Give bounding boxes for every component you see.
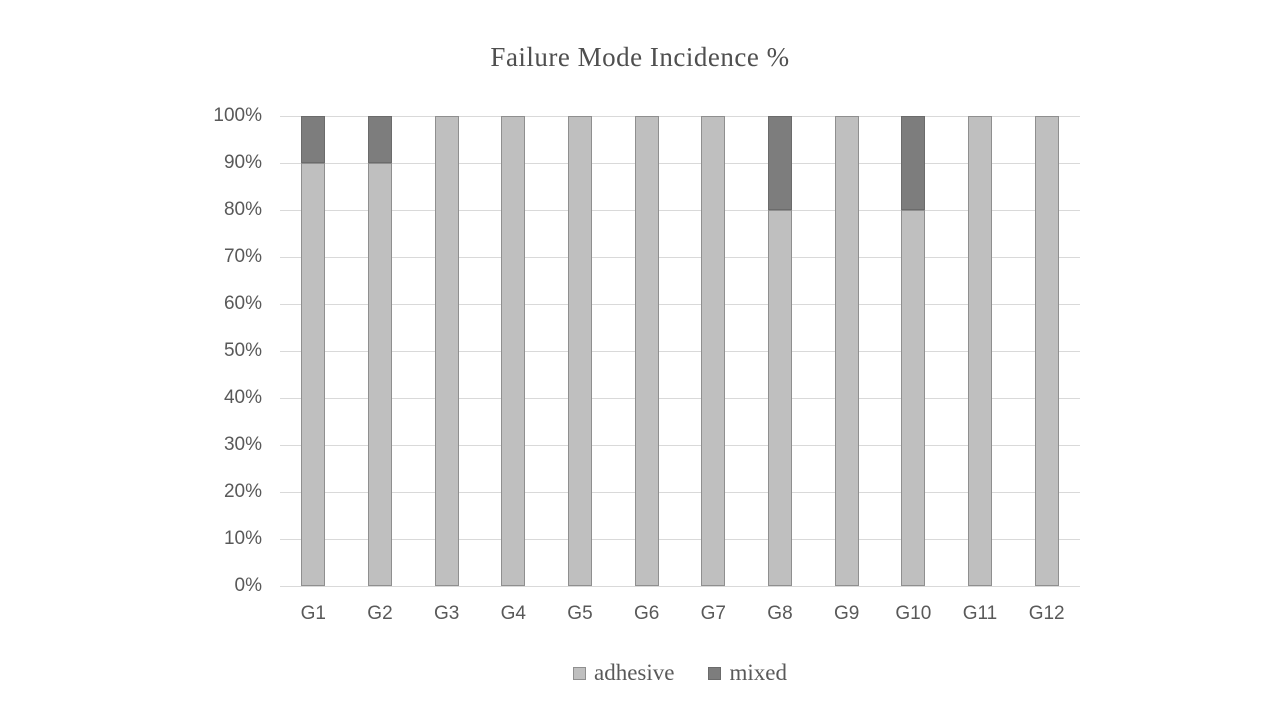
gridline	[280, 210, 1080, 211]
y-axis-tick-label: 30%	[223, 434, 262, 455]
bar-g10	[901, 116, 926, 586]
y-axis-tick-label: 80%	[223, 199, 262, 220]
y-axis-tick-label: 20%	[223, 481, 262, 502]
bar-segment-adhesive	[968, 116, 992, 586]
y-axis-tick-label: 40%	[223, 387, 262, 408]
bar-segment-adhesive	[901, 210, 926, 586]
bar-segment-adhesive	[634, 116, 659, 586]
legend-label: adhesive	[594, 660, 675, 685]
bar-segment-adhesive	[501, 116, 526, 586]
legend-label: mixed	[729, 660, 787, 685]
bar-segment-mixed	[301, 116, 326, 163]
x-axis-tick-label: G2	[367, 603, 393, 624]
gridline	[280, 539, 1080, 540]
bar-segment-adhesive	[701, 116, 726, 586]
bar-segment-adhesive	[768, 210, 792, 586]
x-axis-tick-label: G7	[700, 603, 726, 624]
bar-g2	[368, 116, 392, 586]
gridline	[280, 257, 1080, 258]
x-axis-tick-label: G6	[633, 603, 660, 624]
plot-area	[280, 116, 1080, 587]
y-axis-tick-label: 50%	[223, 340, 262, 361]
bar-g6	[634, 116, 659, 586]
legend-swatch-adhesive	[573, 666, 587, 680]
x-axis-tick-label: G9	[833, 603, 860, 624]
bar-segment-adhesive	[368, 163, 392, 586]
bar-g4	[501, 116, 526, 586]
bar-g7	[701, 116, 726, 586]
bar-segment-adhesive	[1034, 116, 1059, 586]
legend: adhesive mixed	[280, 660, 1080, 686]
gridline	[280, 163, 1080, 164]
bar-g9	[834, 116, 859, 586]
bar-segment-adhesive	[834, 116, 859, 586]
bar-g12	[1034, 116, 1059, 586]
gridline	[280, 304, 1080, 305]
x-axis-tick-label: G3	[433, 603, 460, 624]
y-axis-tick-label: 70%	[223, 246, 262, 267]
legend-item-mixed: mixed	[708, 660, 787, 686]
x-axis-tick-label: G4	[500, 603, 526, 624]
gridline	[280, 586, 1080, 587]
bar-g11	[968, 116, 992, 586]
chart-title: Failure Mode Incidence %	[490, 42, 790, 72]
gridline	[280, 492, 1080, 493]
y-axis-tick-label: 10%	[223, 528, 262, 549]
y-axis-tick-label: 0%	[234, 575, 262, 596]
x-axis-tick-label: G10	[895, 603, 932, 624]
y-axis-tick-label: 100%	[213, 105, 262, 126]
x-axis-tick-label: G12	[1028, 603, 1065, 624]
x-axis-tick-label: G5	[567, 603, 593, 624]
legend-swatch-mixed	[708, 666, 722, 680]
x-axis-tick-label: G11	[962, 603, 998, 624]
bar-g5	[568, 116, 592, 586]
bar-g1	[301, 116, 326, 586]
bar-g3	[434, 116, 459, 586]
bar-segment-adhesive	[301, 163, 326, 586]
bar-g8	[768, 116, 792, 586]
gridline	[280, 116, 1080, 117]
x-axis-tick-label: G1	[300, 603, 326, 624]
y-axis-tick-label: 90%	[223, 152, 262, 173]
y-axis-tick-label: 60%	[223, 293, 262, 314]
bar-segment-mixed	[901, 116, 926, 210]
gridline	[280, 445, 1080, 446]
bar-segment-mixed	[768, 116, 792, 210]
bar-segment-mixed	[368, 116, 392, 163]
gridline	[280, 351, 1080, 352]
legend-item-adhesive: adhesive	[573, 660, 674, 686]
x-axis-tick-label: G8	[767, 603, 793, 624]
bar-segment-adhesive	[434, 116, 459, 586]
bar-segment-adhesive	[568, 116, 592, 586]
gridline	[280, 398, 1080, 399]
